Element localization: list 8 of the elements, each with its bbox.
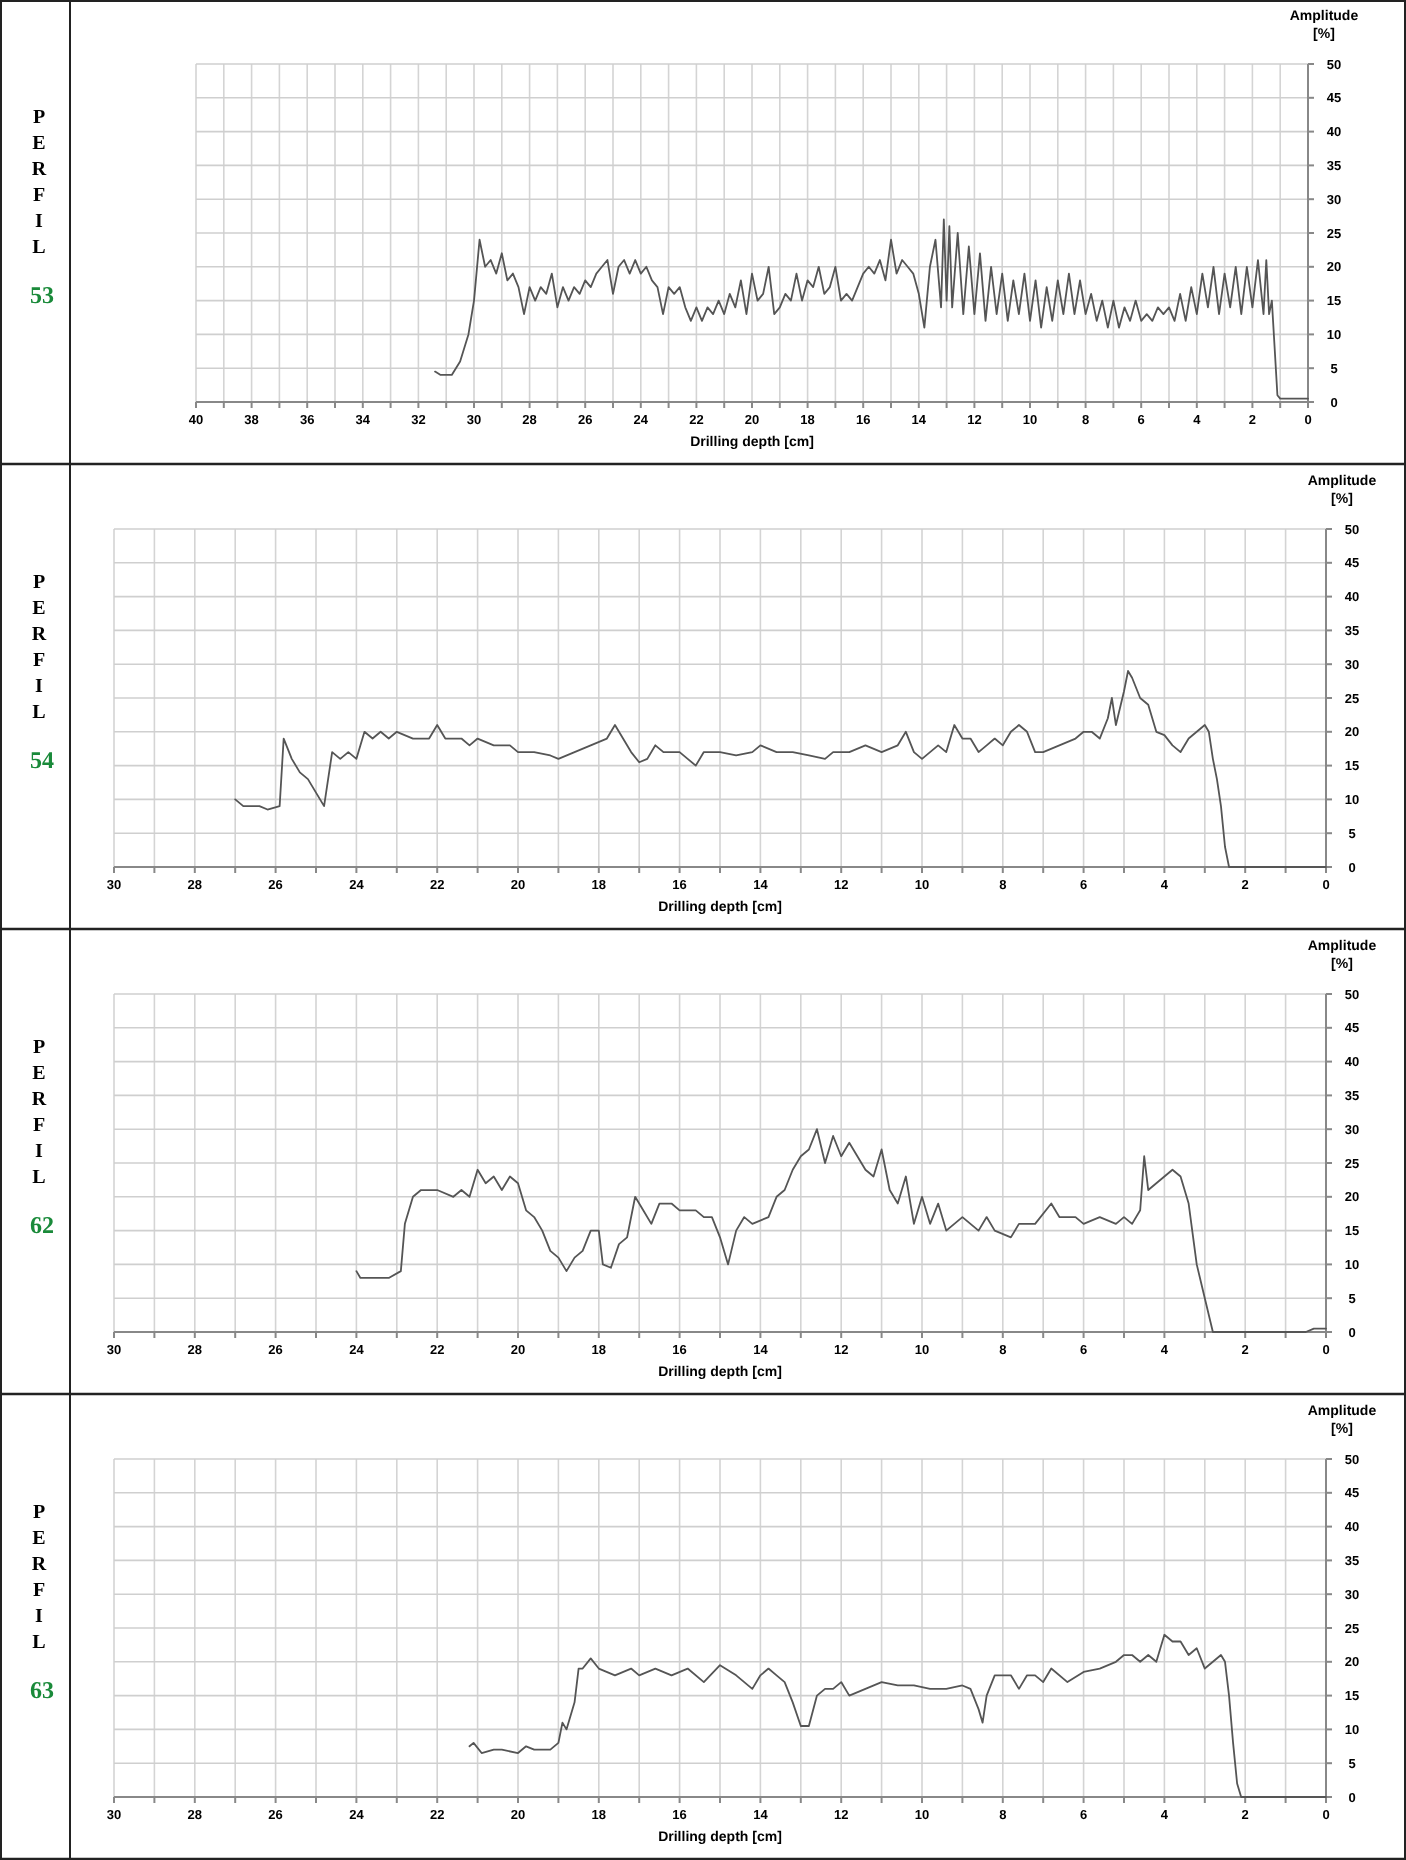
line-series [234,670,1327,868]
text: PERFIL 53 [24,106,54,309]
text: PERFIL 54 [24,571,54,774]
text: PERFIL 62 [24,1036,54,1239]
line-series [468,1633,1327,1798]
text: PERFIL 63 [24,1501,54,1704]
line-series [355,1128,1327,1333]
line-series [434,218,1309,400]
